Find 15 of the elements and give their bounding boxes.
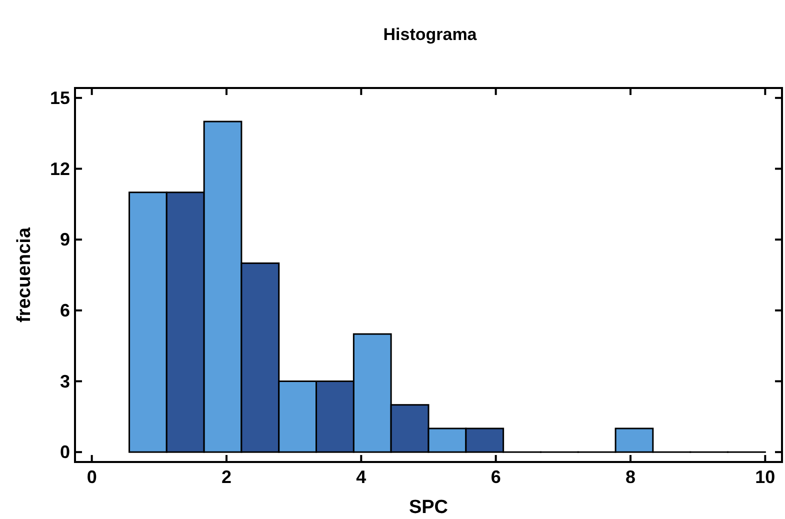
x-tick-label: 4 [356,467,366,487]
x-tick-label: 0 [86,467,97,487]
chart-title: Histograma [383,25,478,44]
y-tick-label: 15 [50,88,70,108]
x-tick-label: 2 [221,467,232,487]
y-tick-label: 6 [60,300,70,320]
x-tick-label: 8 [625,467,636,487]
y-tick-label: 12 [50,158,70,179]
y-tick-label: 3 [60,371,70,392]
x-tick-label: 6 [490,467,501,487]
x-tick-label: 10 [755,467,776,487]
y-tick-label: 0 [60,442,70,462]
x-axis-title: SPC [408,497,448,518]
y-tick-label: 9 [60,230,70,250]
y-axis-title: frecuencia [14,227,35,323]
